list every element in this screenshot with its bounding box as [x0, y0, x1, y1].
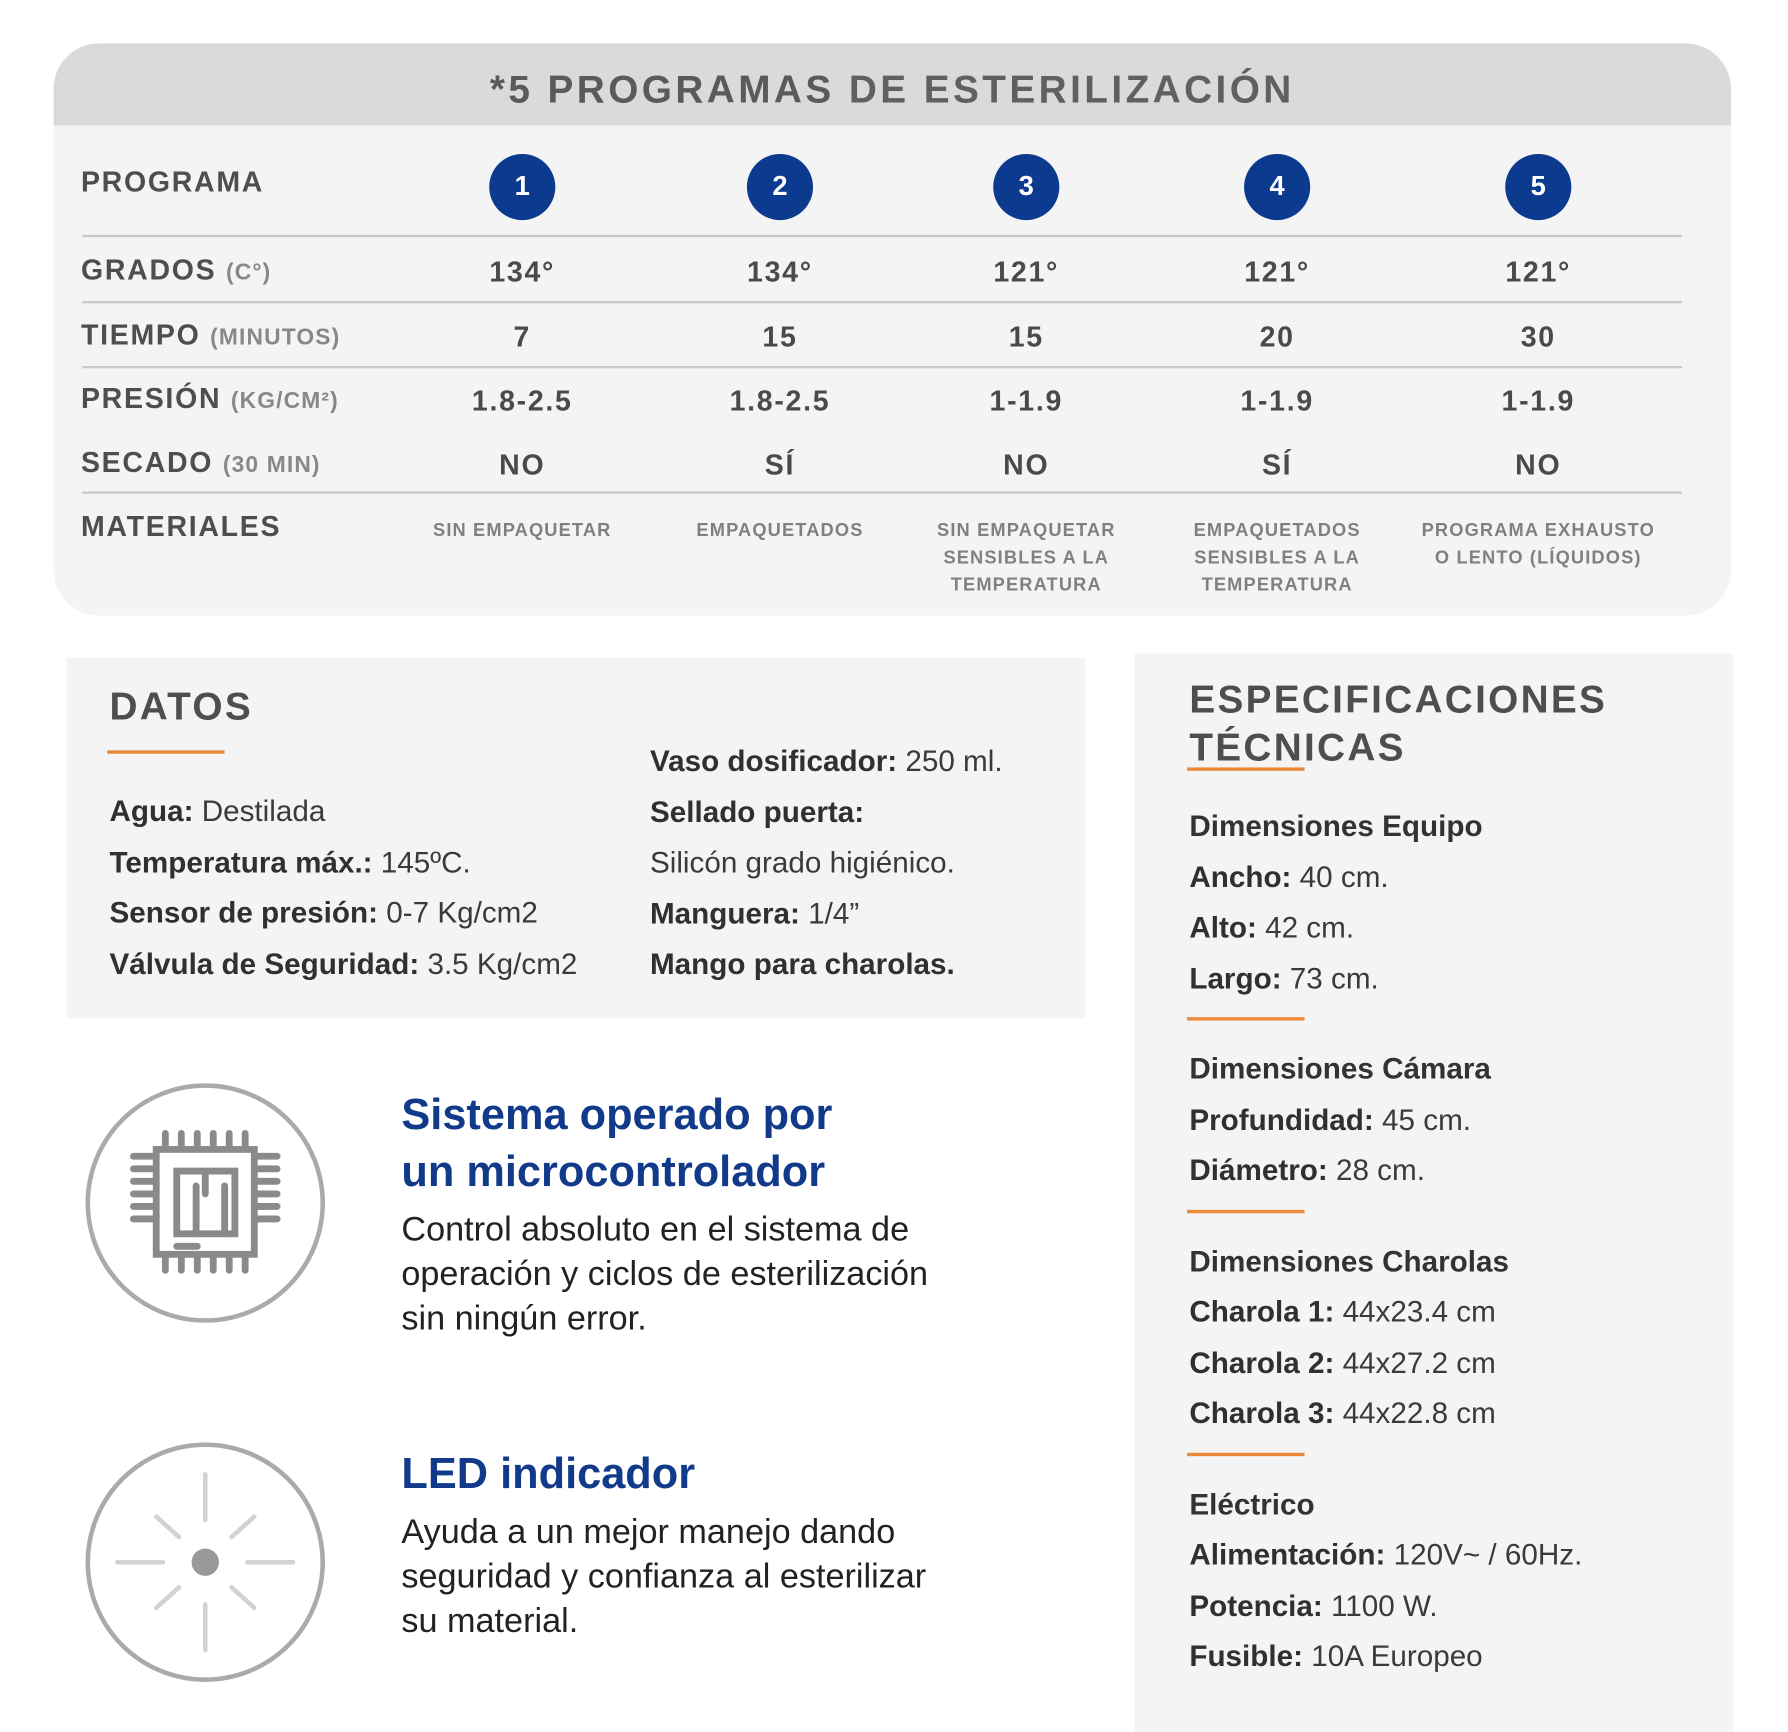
spec-group-heading: Dimensiones Cámara	[1189, 1051, 1491, 1086]
cell-grados: 134°	[747, 256, 813, 289]
data-item: Fusible: 10A Europeo	[1189, 1638, 1483, 1673]
cell-materiales: PROGRAMA EXHAUSTO O LENTO (LÍQUIDOS)	[1421, 521, 1655, 568]
row-label: GRADOS (C°)	[80, 254, 272, 287]
specs-panel: ESPECIFICACIONES TÉCNICAS Dimensiones Equ…	[1134, 653, 1734, 1732]
feature-title: LED indicador	[401, 1450, 696, 1499]
programs-title: *5 PROGRAMAS DE ESTERILIZACIÓN	[53, 43, 1731, 126]
cell-grados: 121°	[1505, 256, 1572, 289]
cell-grados: 121°	[1244, 256, 1311, 289]
cell-secado: NO	[1515, 449, 1562, 482]
cell-grados: 134°	[489, 256, 556, 289]
cell-tiempo: 15	[762, 321, 798, 354]
cell-tiempo: 30	[1520, 321, 1556, 354]
cell-tiempo: 20	[1259, 321, 1295, 354]
data-item: Mango para charolas.	[649, 946, 955, 981]
cell-presion: 1.8-2.5	[471, 385, 573, 418]
data-item: Manguera: 1/4”	[649, 895, 860, 930]
feature-title: Sistema operado por un microcontrolador	[401, 1091, 833, 1197]
divider	[1187, 767, 1305, 771]
program-number-badge: 1	[489, 153, 556, 221]
row-label: PRESIÓN (KG/CM²)	[80, 383, 339, 416]
data-item: Charola 2: 44x27.2 cm	[1189, 1344, 1496, 1380]
cell-materiales: EMPAQUETADOS	[696, 521, 864, 541]
data-item: Sellado puerta:	[649, 794, 865, 829]
data-item: Silicón grado higiénico.	[649, 844, 955, 880]
cell-materiales: SIN EMPAQUETAR SENSIBLES A LA TEMPERATURA	[937, 521, 1116, 596]
row-label: SECADO (30 MIN)	[80, 446, 321, 479]
feature-text: Control absoluto en el sistema de operaci…	[401, 1210, 929, 1338]
cell-secado: NO	[499, 449, 546, 482]
divider	[1187, 1017, 1305, 1021]
data-item: Válvula de Seguridad: 3.5 Kg/cm2	[109, 945, 578, 981]
data-item: Ancho: 40 cm.	[1189, 859, 1389, 894]
data-item: Profundidad: 45 cm.	[1189, 1102, 1472, 1137]
cell-tiempo: 7	[513, 321, 532, 354]
data-item: Agua: Destilada	[109, 793, 326, 828]
data-item: Diámetro: 28 cm.	[1189, 1152, 1425, 1188]
data-item: Temperatura máx.: 145ºC.	[109, 844, 471, 879]
data-item: Potencia: 1100 W.	[1189, 1587, 1438, 1623]
datos-title: DATOS	[109, 685, 254, 729]
data-item: Alimentación: 120V~ / 60Hz.	[1189, 1537, 1583, 1572]
microchip-icon	[85, 1083, 325, 1323]
cell-materiales: SIN EMPAQUETAR	[433, 521, 612, 541]
cell-presion: 1-1.9	[989, 385, 1064, 418]
spec-group-heading: Dimensiones Equipo	[1189, 808, 1483, 843]
row-divider	[82, 366, 1682, 369]
led-icon	[85, 1442, 325, 1682]
cell-secado: SÍ	[764, 449, 796, 482]
program-number-badge: 4	[1244, 153, 1311, 221]
cell-grados: 121°	[993, 256, 1060, 289]
spec-group-heading: Dimensiones Charolas	[1189, 1243, 1509, 1278]
cell-secado: NO	[1003, 449, 1050, 482]
divider	[1187, 1209, 1305, 1213]
programs-table: *5 PROGRAMAS DE ESTERILIZACIÓN PROGRAMA G…	[53, 43, 1731, 616]
program-number-badge: 3	[993, 153, 1060, 221]
datos-panel: DATOS Agua: Destilada Temperatura máx.: 1…	[66, 657, 1086, 1019]
cell-presion: 1-1.9	[1501, 385, 1576, 418]
data-item: Vaso dosificador: 250 ml.	[649, 743, 1003, 778]
feature-text: Ayuda a un mejor manejo dando seguridad y…	[401, 1513, 927, 1640]
row-divider	[82, 491, 1682, 494]
cell-secado: SÍ	[1261, 449, 1293, 482]
row-label: TIEMPO (MINUTOS)	[80, 319, 341, 352]
data-item: Charola 1: 44x23.4 cm	[1189, 1294, 1496, 1329]
data-item: Charola 3: 44x22.8 cm	[1189, 1395, 1496, 1430]
cell-tiempo: 15	[1008, 321, 1044, 354]
divider	[1187, 1452, 1305, 1456]
data-item: Largo: 73 cm.	[1189, 960, 1379, 995]
cell-presion: 1-1.9	[1240, 385, 1314, 418]
row-divider	[82, 234, 1682, 238]
row-label: MATERIALES	[80, 510, 282, 543]
specs-title: ESPECIFICACIONES TÉCNICAS	[1189, 678, 1608, 770]
data-item: Alto: 42 cm.	[1189, 909, 1355, 945]
program-number-badge: 5	[1505, 153, 1572, 221]
divider	[107, 750, 225, 754]
row-label: PROGRAMA	[80, 166, 265, 199]
program-number-badge: 2	[746, 153, 814, 221]
cell-presion: 1.8-2.5	[729, 385, 831, 418]
spec-group-heading: Eléctrico	[1189, 1486, 1315, 1521]
data-item: Sensor de presión: 0-7 Kg/cm2	[109, 895, 538, 930]
row-divider	[82, 301, 1682, 304]
cell-materiales: EMPAQUETADOS SENSIBLES A LA TEMPERATURA	[1193, 521, 1361, 596]
